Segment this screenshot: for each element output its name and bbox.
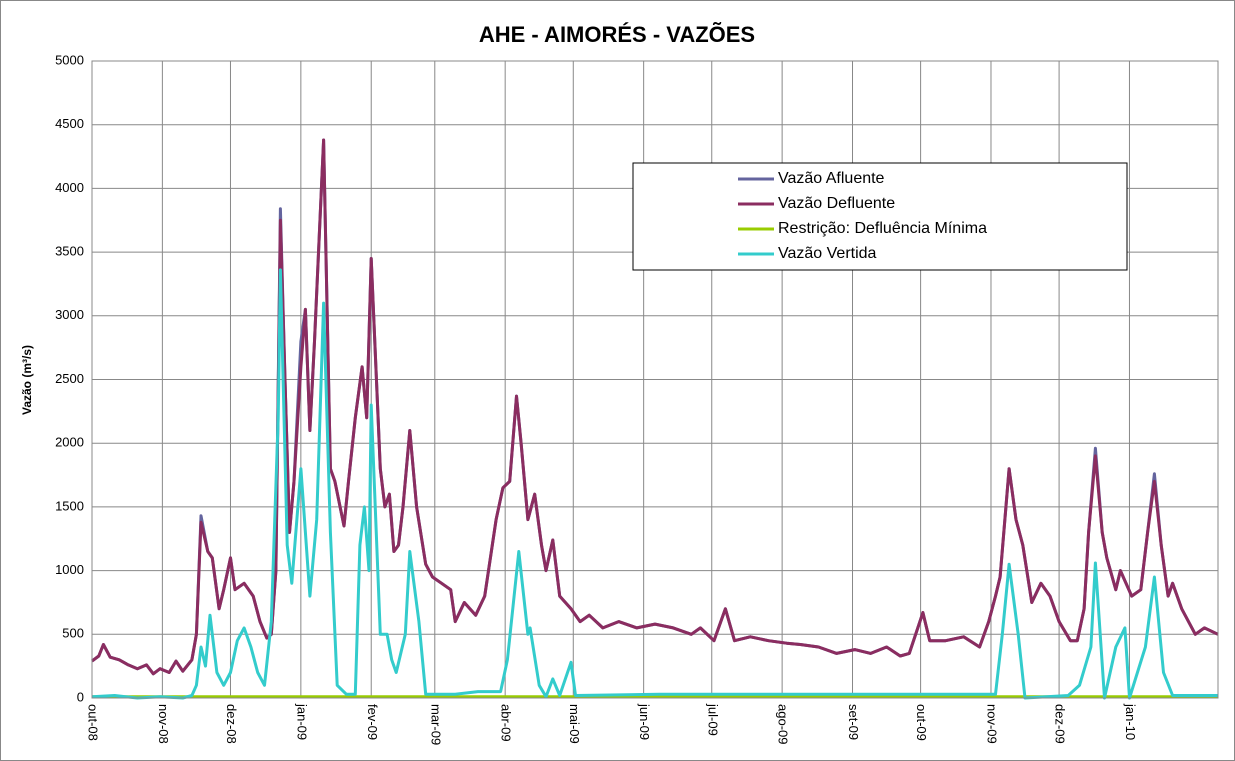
x-tick-label: abr-09 xyxy=(499,704,514,742)
y-tick-label: 4500 xyxy=(55,116,84,131)
x-tick-label: jan-10 xyxy=(1123,703,1138,740)
y-tick-label: 3500 xyxy=(55,244,84,259)
y-tick-label: 5000 xyxy=(55,52,84,67)
x-tick-label: jan-09 xyxy=(294,703,309,740)
x-tick-label: mai-09 xyxy=(567,704,582,744)
x-tick-label: dez-09 xyxy=(1053,704,1068,744)
x-tick-label: set-09 xyxy=(846,704,861,740)
legend-label: Restrição: Defluência Mínima xyxy=(778,220,987,237)
y-tick-label: 500 xyxy=(62,626,84,641)
legend-box xyxy=(632,162,1128,271)
x-tick-label: mar-09 xyxy=(428,704,443,745)
y-tick-label: 3000 xyxy=(55,307,84,322)
legend: Vazão Afluente Vazão Defluente Restrição: … xyxy=(632,162,1128,271)
series-line xyxy=(91,268,1218,700)
x-tick-label: nov-08 xyxy=(156,704,171,744)
chart-title: AHE - AIMORÉS - VAZÕES xyxy=(479,22,755,47)
y-tick-label: 1500 xyxy=(55,498,84,513)
x-tick-label: dez-08 xyxy=(224,704,239,744)
y-tick-label: 2500 xyxy=(55,371,84,386)
x-tick-label: out-09 xyxy=(914,704,929,741)
plot-border xyxy=(91,60,1219,699)
y-tick-label: 0 xyxy=(77,689,84,704)
x-tick-label: ago-09 xyxy=(776,704,791,744)
plot xyxy=(91,138,1219,700)
legend-label: Vazão Defluente xyxy=(778,195,895,212)
legend-label: Vazão Afluente xyxy=(778,170,885,187)
x-tick-label: jul-09 xyxy=(705,703,720,736)
series-line xyxy=(91,138,1219,676)
y-axis-label: Vazão (m³/s) xyxy=(20,345,34,415)
y-tick-label: 1000 xyxy=(55,562,84,577)
y-tick-label: 2000 xyxy=(55,435,84,450)
x-tick-label: jun-09 xyxy=(637,703,652,740)
legend-label: Vazão Vertida xyxy=(778,245,877,262)
x-tick-label: fev-09 xyxy=(365,704,380,740)
x-tick-label: out-08 xyxy=(86,704,101,741)
x-tick-label: nov-09 xyxy=(985,704,1000,744)
y-tick-label: 4000 xyxy=(55,180,84,195)
